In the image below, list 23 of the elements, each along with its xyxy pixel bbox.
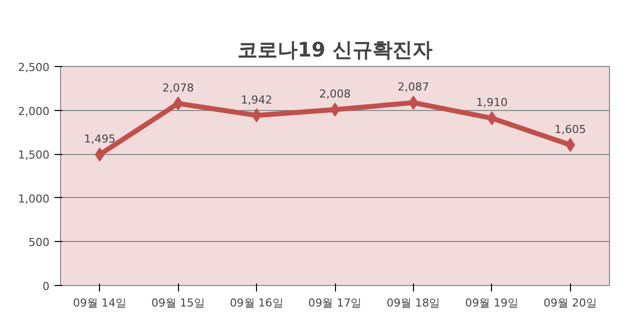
data-label: 2,087 — [398, 80, 430, 94]
y-tick-label: 2,000 — [18, 104, 50, 118]
x-tick-label: 09월 16일 — [230, 296, 284, 310]
point — [94, 148, 105, 162]
x-tick-label: 09월 18일 — [386, 296, 440, 310]
x-tick-label: 09월 20일 — [544, 296, 598, 310]
data-label: 2,008 — [319, 88, 351, 101]
data-label: 1,605 — [554, 122, 586, 136]
data-label: 1,495 — [84, 132, 116, 146]
y-tick-label: 1,000 — [18, 192, 50, 206]
y-tick-label: 1,500 — [18, 148, 50, 162]
x-tick-label: 09월 15일 — [151, 296, 205, 310]
data-label: 1,910 — [476, 96, 508, 110]
data-label: 2,078 — [162, 81, 194, 94]
x-tick-label: 09월 19일 — [465, 296, 519, 310]
point — [565, 138, 576, 152]
y-tick-label: 2,500 — [18, 61, 50, 74]
x-tick-label: 09월 17일 — [308, 296, 362, 310]
data-label: 1,942 — [240, 93, 272, 106]
x-tick-label: 09월 14일 — [72, 296, 126, 310]
chart-title: 코로나19 신규확진자 — [238, 38, 432, 62]
y-tick-label: 0 — [42, 280, 50, 293]
y-tick-label: 500 — [28, 236, 50, 250]
